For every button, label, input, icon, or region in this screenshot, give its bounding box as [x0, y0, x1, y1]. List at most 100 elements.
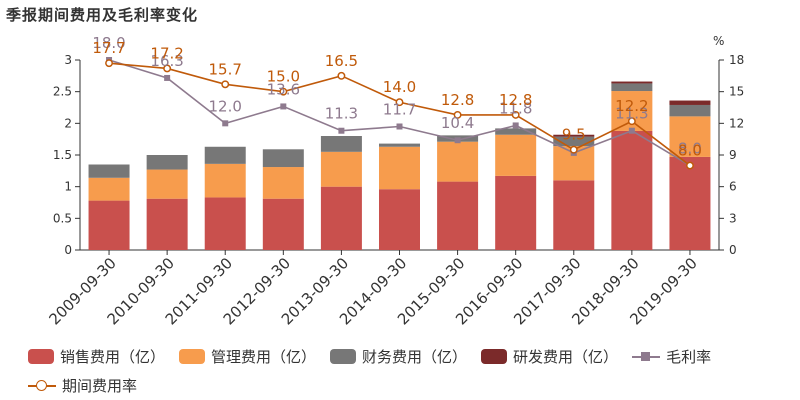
legend-label: 期间费用率 [62, 377, 138, 395]
gross-margin-point [454, 137, 461, 144]
bar-finance-expense [146, 155, 188, 170]
bar-sales-expense [262, 198, 304, 250]
gross-margin-point [396, 123, 403, 130]
bar-sales-expense [320, 186, 362, 250]
gross-margin-point [222, 120, 229, 127]
bar-sales-expense [204, 197, 246, 250]
chart-legend: 销售费用（亿） 管理费用（亿） 财务费用（亿） 研发费用（亿） 毛利率期间费用率 [28, 346, 798, 396]
bar-admin-expense [669, 116, 711, 157]
expense-ratio-data-label: 12.8 [499, 91, 532, 109]
bar-sales-expense [437, 181, 479, 250]
bar-sales-expense [611, 130, 653, 250]
bar-admin-expense [262, 167, 304, 199]
right-axis-tick-label: 0 [729, 243, 737, 257]
left-axis-tick-label: 2 [64, 116, 72, 130]
legend-item: 毛利率 [632, 346, 711, 367]
bar-rd-expense [553, 134, 595, 137]
legend-label: 销售费用（亿） [60, 348, 166, 366]
gross-margin-point [512, 122, 519, 129]
expense-ratio-data-label: 12.2 [615, 97, 648, 115]
right-axis-tick-label: 3 [729, 211, 737, 225]
expense-ratio-data-label: 14.0 [383, 78, 416, 96]
right-axis-tick-label: 9 [729, 148, 737, 162]
expense-ratio-data-label: 17.7 [92, 39, 125, 57]
gross-margin-point [164, 74, 171, 81]
gross-margin-point [338, 127, 345, 134]
left-axis-tick-label: 1.5 [53, 148, 72, 162]
bar-sales-expense [88, 200, 130, 250]
gross-margin-data-label: 11.3 [325, 105, 358, 123]
bar-finance-expense [88, 164, 130, 178]
bar-finance-expense [204, 146, 246, 164]
gross-margin-data-label: 11.3 [615, 105, 648, 123]
legend-swatch [330, 349, 357, 364]
legend-label: 管理费用（亿） [211, 348, 317, 366]
legend-item: 销售费用（亿） [28, 346, 165, 367]
legend-line-marker [28, 378, 56, 394]
legend-label: 毛利率 [666, 348, 712, 366]
expense-ratio-point [337, 71, 346, 80]
expense-ratio-point [511, 110, 520, 119]
legend-swatch [179, 349, 206, 364]
bar-rd-expense [669, 100, 711, 105]
bar-sales-expense [379, 189, 420, 250]
expense-ratio-data-label: 15.0 [267, 68, 300, 86]
bar-admin-expense [495, 134, 537, 176]
bar-admin-expense [437, 141, 479, 182]
expense-ratio-point [279, 87, 288, 96]
chart-title: 季报期间费用及毛利率变化 [6, 6, 199, 24]
expense-ratio-point [395, 98, 404, 107]
expense-ratio-point [569, 145, 578, 154]
gross-margin-data-label: 11.8 [499, 99, 532, 117]
bar-admin-expense [379, 146, 420, 190]
legend-label: 研发费用（亿） [513, 348, 619, 366]
expense-ratio-data-label: 16.5 [325, 52, 358, 70]
expense-ratio-point [163, 64, 172, 73]
expense-ratio-data-label: 9.5 [562, 126, 586, 144]
expense-ratio-point [627, 117, 636, 126]
gross-margin-data-label: 12.0 [209, 97, 242, 115]
right-axis-tick-label: 6 [729, 180, 737, 194]
bar-finance-expense [320, 136, 362, 152]
bar-rd-expense [611, 81, 653, 84]
legend-swatch [481, 349, 508, 364]
gross-margin-point [280, 103, 287, 110]
legend-item: 研发费用（亿） [481, 346, 618, 367]
gross-margin-data-label: 18.0 [92, 34, 125, 52]
bar-sales-expense [495, 175, 537, 250]
bar-finance-expense [262, 149, 304, 168]
left-axis-tick-label: 0.5 [53, 211, 72, 225]
bar-sales-expense [669, 156, 711, 250]
expense-ratio-data-label: 17.2 [150, 44, 183, 62]
expense-ratio-data-label: 12.8 [441, 91, 474, 109]
right-axis-tick-label: 18 [729, 53, 744, 67]
left-axis-tick-label: 2.5 [53, 85, 72, 99]
bar-finance-expense [495, 128, 537, 135]
bar-finance-expense [611, 83, 653, 92]
bar-finance-expense [379, 143, 420, 147]
left-axis-tick-label: 3 [64, 53, 72, 67]
gross-margin-data-label: 11.7 [383, 101, 416, 119]
expense-ratio-point [686, 161, 694, 170]
expense-ratio-point [453, 110, 462, 119]
right-axis-unit: % [713, 34, 724, 48]
legend-item: 财务费用（亿） [330, 346, 467, 367]
left-axis-tick-label: 1 [64, 180, 72, 194]
right-axis-tick-label: 15 [729, 85, 744, 99]
legend-line-marker [632, 349, 661, 365]
left-axis-tick-label: 0 [64, 243, 72, 257]
expense-ratio-data-label: 8.0 [678, 142, 702, 160]
bar-admin-expense [320, 151, 362, 187]
expense-ratio-point [221, 80, 230, 89]
bar-sales-expense [553, 180, 595, 250]
bar-finance-expense [669, 104, 711, 117]
bar-admin-expense [204, 163, 246, 198]
gross-margin-data-label: 8.0 [678, 140, 702, 158]
expense-ratio-point [105, 59, 113, 68]
gross-margin-data-label: 10.4 [441, 114, 474, 132]
gross-margin-data-label: 16.3 [150, 52, 183, 70]
bar-sales-expense [146, 198, 188, 250]
gross-margin-point [628, 127, 635, 134]
bar-admin-expense [88, 177, 130, 201]
